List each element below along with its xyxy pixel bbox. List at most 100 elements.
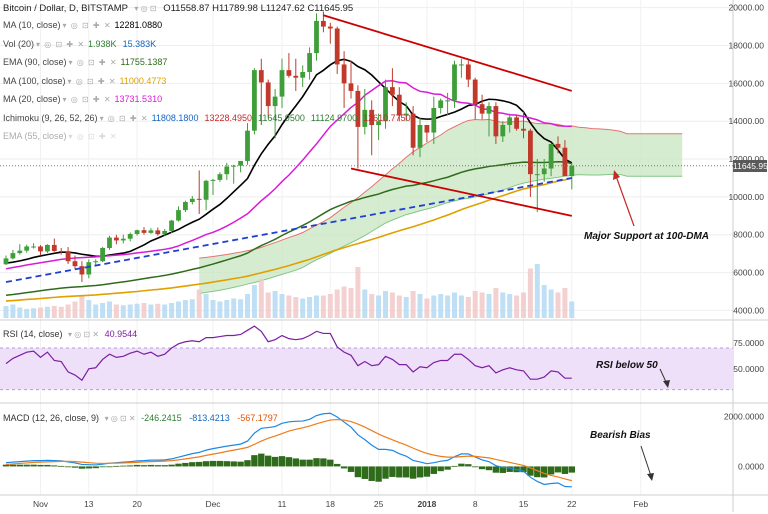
legend-controls-icon[interactable]: ▾ ◎ ⊡ ✚ ✕ [99,113,149,123]
macd-histogram-bar [409,466,417,479]
candle-body [569,165,575,177]
candle-body [493,106,499,137]
legend-controls-icon[interactable]: ▾ ◎ ⊡ ✚ ✕ [36,39,86,49]
header-controls-icon[interactable]: ▾ ◎ ⊡ [134,4,157,13]
candle-body [300,72,306,78]
legend-row[interactable]: Ichimoku (9, 26, 52, 26) ▾ ◎ ⊡ ✚ ✕ 11808.1… [3,111,417,125]
rsi-controls-icon[interactable]: ▾ ◎ ⊡ ✕ [68,330,100,339]
legend-controls-icon[interactable]: ▾ ◎ ⊡ ✚ ✕ [62,21,112,30]
macd-histogram-bar [161,465,168,467]
volume-bar [141,303,147,318]
volume-bar [162,304,168,318]
ohlc-high: H11789.98 [212,3,258,14]
volume-bar [445,295,451,318]
legend-controls-icon[interactable]: ▾ ◎ ⊡ ✚ ✕ [62,95,112,104]
macd-signal-line [5,418,572,482]
volume-bar [44,306,50,318]
legend-name[interactable]: Vol (20) [3,38,35,49]
candle-body [390,87,395,95]
volume-bar [314,295,319,318]
macd-histogram-bar [9,464,17,467]
candle-body [141,230,147,233]
legend-row[interactable]: EMA (90, close) ▾ ◎ ⊡ ✚ ✕ 11755.1387 [3,55,173,69]
ichimoku-span-a-line [199,118,683,259]
candle-body [45,244,50,252]
volume-bar [203,294,209,318]
legend-row[interactable]: MA (100, close) ▾ ◎ ⊡ ✚ ✕ 11000.4773 [3,74,172,88]
legend-row[interactable]: MA (10, close) ▾ ◎ ⊡ ✚ ✕ 12281.0880 [3,18,168,32]
legend-value: 11645.9500 [258,112,305,123]
volume-bar [327,294,333,318]
volume-bar [403,297,409,318]
candle-body [507,117,513,125]
candle-body [459,64,464,66]
macd-legend-name[interactable]: MACD (12, 26, close, 9) [3,413,100,423]
legend-row[interactable]: EMA (55, close) ▾ ◎ ⊡ ✚ ✕ [3,129,121,143]
candle-body [169,220,174,231]
candle-body [479,104,485,114]
macd-histogram-bar [534,466,541,478]
time-tick-label: 18 [326,499,336,509]
volume-bar [424,298,430,318]
candle-body [176,210,181,221]
volume-bar [148,304,154,318]
legend-name[interactable]: MA (100, close) [3,75,66,86]
macd-legend: MACD (12, 26, close, 9) ▾ ◎ ⊡ ✕ -246.241… [3,411,283,425]
candle-body [314,20,319,54]
volume-bar [169,303,175,318]
legend-controls-icon[interactable]: ▾ ◎ ⊡ ✚ ✕ [68,58,118,67]
macd-histogram-bar [396,466,403,478]
volume-bar [224,300,230,318]
legend-name[interactable]: MA (20, close) [3,94,61,104]
macd-histogram-bar [251,455,258,467]
legend-name[interactable]: EMA (55, close) [3,131,67,141]
candle-body [410,113,416,148]
legend-row[interactable]: Vol (20) ▾ ◎ ⊡ ✚ ✕ 1.938K 15.383K [3,37,162,51]
price-tick-label: 20000.00 [729,3,765,13]
legend-controls-icon[interactable]: ▾ ◎ ⊡ ✚ ✕ [68,132,118,141]
bias-arrow [640,445,652,477]
macd-controls-icon[interactable]: ▾ ◎ ⊡ ✕ [104,414,136,423]
macd-histogram-bar [299,459,306,467]
macd-histogram-bar [472,466,479,468]
legend-name[interactable]: EMA (90, close) [3,57,67,67]
candle-body [265,82,271,107]
legend-controls-icon[interactable]: ▾ ◎ ⊡ ✚ ✕ [67,76,117,86]
macd-histogram-bar [334,463,341,467]
macd-histogram-bar [541,466,548,478]
volume-bar [541,285,547,318]
macd-histogram-bar [561,466,569,474]
candle-body [528,130,533,175]
volume-bar [134,303,140,318]
ma-100-close-line [5,177,573,302]
candle-body [396,94,402,116]
candle-body [258,70,264,83]
macd-histogram-bar [99,466,106,468]
legend-row[interactable]: MA (20, close) ▾ ◎ ⊡ ✚ ✕ 13731.5310 [3,92,168,106]
volume-bar [279,294,285,318]
volume-bar [127,304,133,318]
price-tick-label: 18000.00 [729,41,765,51]
volume-bar [514,295,520,318]
volume-bar [452,292,457,318]
volume-bar [72,301,78,318]
chart-header: Bitcoin / Dollar, D, BITSTAMP ▾ ◎ ⊡ O115… [3,2,353,16]
legend-value: 11755.1387 [120,57,168,67]
rsi-legend-name[interactable]: RSI (14, close) [3,329,63,339]
volume-bar [355,267,361,318]
price-tick-label: 4000.00 [733,305,764,315]
symbol-title[interactable]: Bitcoin / Dollar, D, BITSTAMP [3,3,128,14]
candle-body [10,253,16,259]
legend-name[interactable]: Ichimoku (9, 26, 52, 26) [3,112,98,123]
candle-body [472,79,478,105]
candle-body [210,179,216,181]
candle-body [548,143,554,169]
candle-body [321,20,326,27]
macd-histogram-bar [520,466,527,473]
volume-bar [307,297,313,318]
volume-bar [348,288,354,318]
support-trendline [5,177,572,283]
legend-name[interactable]: MA (10, close) [3,20,61,30]
macd-legend-value-macd: -813.4213 [189,413,230,423]
macd-histogram-bar [244,460,251,467]
